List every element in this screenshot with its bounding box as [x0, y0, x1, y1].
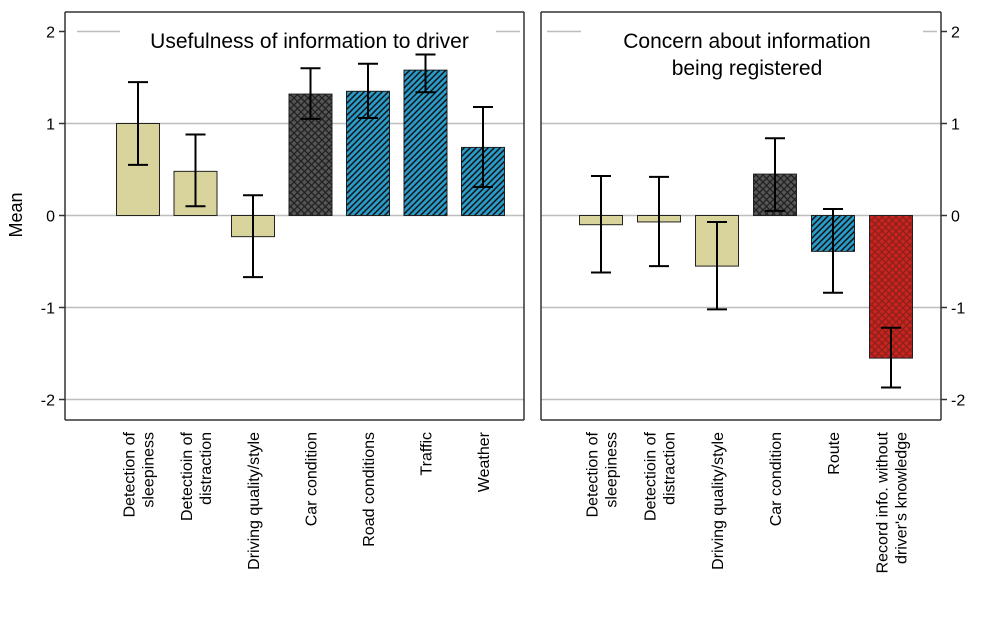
- category-label: distraction: [662, 432, 679, 505]
- panel-title: Usefulness of information to driver: [150, 30, 469, 53]
- plot-frames: [59, 11, 947, 421]
- category-label: Detection of: [585, 431, 602, 517]
- panel-title: Concern about information: [623, 30, 870, 53]
- y-tick-label: 1: [46, 117, 55, 134]
- category-label: Traffic: [419, 432, 436, 476]
- y-tick-label: 1: [951, 117, 960, 134]
- labels: Detection of sleepiness Detectioin of distr…: [6, 25, 965, 574]
- category-label: Detection of: [122, 431, 139, 517]
- category-label: distraction: [198, 432, 215, 505]
- category-label: sleepiness: [604, 432, 621, 508]
- category-label: Route: [826, 432, 843, 475]
- category-label: Driving quality/style: [246, 432, 263, 570]
- category-label: Record info. without: [875, 431, 892, 573]
- y-tick-label: 0: [951, 209, 960, 226]
- y-tick-label: -2: [951, 393, 965, 410]
- category-label: Car condition: [768, 432, 785, 526]
- panel-title: being registered: [672, 57, 823, 80]
- y-tick-label: 2: [951, 25, 960, 42]
- y-tick-label: -1: [41, 301, 55, 318]
- y-tick-label: 2: [46, 25, 55, 42]
- bars: [116, 53, 913, 389]
- y-tick-label: 0: [46, 209, 55, 226]
- category-label: Car condition: [304, 432, 321, 526]
- category-label: Driving quality/style: [710, 432, 727, 570]
- category-label: driver's knowledge: [894, 432, 911, 564]
- category-label: sleepiness: [141, 432, 158, 508]
- category-label: Road conditions: [361, 432, 378, 547]
- bar-pattern: [404, 70, 447, 216]
- category-label: Detectioin of: [643, 431, 660, 520]
- y-tick-label: -1: [951, 301, 965, 318]
- category-label: Weather: [476, 431, 493, 492]
- category-label: Detectioin of: [179, 431, 196, 520]
- y-axis-label: Mean: [6, 192, 26, 237]
- y-tick-label: -2: [41, 393, 55, 410]
